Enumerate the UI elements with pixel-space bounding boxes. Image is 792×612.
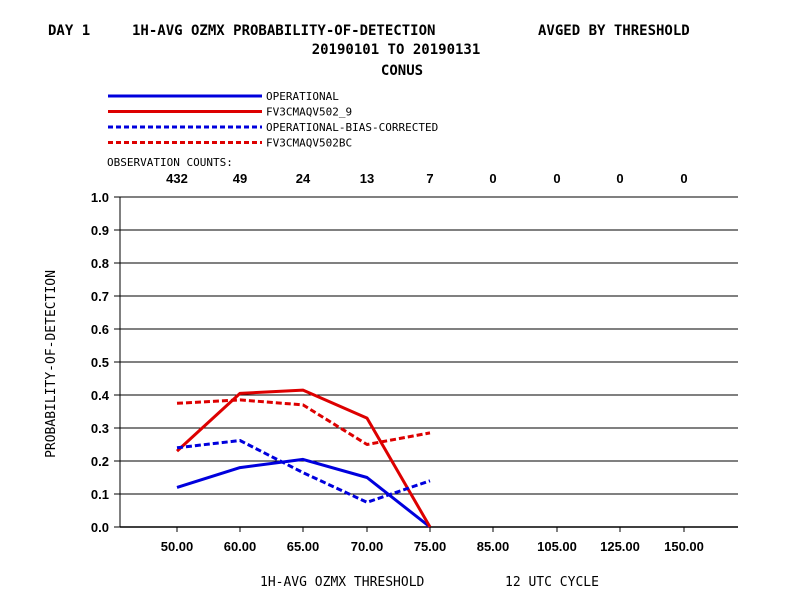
- obs-counts-label: OBSERVATION COUNTS:: [107, 156, 233, 169]
- obs-count: 0: [616, 171, 623, 186]
- obs-count: 7: [426, 171, 433, 186]
- y-tick-label: 0.8: [91, 256, 109, 271]
- series-lines: [175, 388, 432, 529]
- series-line-3: [176, 439, 431, 504]
- day-label: DAY 1: [48, 23, 90, 39]
- legend: OPERATIONAL FV3CMAQV502_9 OPERATIONAL-BIAS…: [108, 90, 438, 150]
- y-tick-label: 0.4: [91, 388, 110, 403]
- x-tick-label: 50.00: [161, 539, 194, 554]
- x-tick-labels: 50.00 60.00 65.00 70.00 75.00 85.00 105.00 125.…: [161, 539, 704, 554]
- obs-count: 49: [233, 171, 247, 186]
- x-tick-label: 105.00: [537, 539, 577, 554]
- y-tick-label: 1.0: [91, 190, 109, 205]
- y-tick-label: 0.6: [91, 322, 109, 337]
- x-tick-label: 60.00: [224, 539, 257, 554]
- series-line-4: [176, 398, 431, 446]
- y-tick-label: 0.3: [91, 421, 109, 436]
- y-axis-label: PROBABILITY-OF-DETECTION: [44, 270, 59, 458]
- y-tick-label: 0.7: [91, 289, 109, 304]
- obs-count: 24: [296, 171, 311, 186]
- x-axis-label: 1H-AVG OZMX THRESHOLD: [260, 575, 425, 590]
- grid: [114, 196, 738, 532]
- series-line-2: [175, 388, 432, 528]
- x-tick-label: 125.00: [600, 539, 640, 554]
- chart-title: 1H-AVG OZMX PROBABILITY-OF-DETECTION: [132, 23, 435, 39]
- y-tick-label: 0.9: [91, 223, 109, 238]
- region-label: CONUS: [381, 63, 423, 79]
- obs-counts: 432 49 24 13 7 0 0 0 0: [166, 171, 687, 186]
- obs-count: 432: [166, 171, 188, 186]
- legend-label: OPERATIONAL: [266, 90, 339, 103]
- x-tick-label: 65.00: [287, 539, 320, 554]
- y-tick-label: 0.5: [91, 355, 109, 370]
- series-line-1: [176, 457, 431, 529]
- x-tick-label: 85.00: [477, 539, 510, 554]
- obs-count: 13: [360, 171, 374, 186]
- obs-count: 0: [489, 171, 496, 186]
- cycle-label: 12 UTC CYCLE: [505, 575, 599, 590]
- obs-count: 0: [553, 171, 560, 186]
- legend-label: OPERATIONAL-BIAS-CORRECTED: [266, 121, 438, 134]
- legend-label: FV3CMAQV502BC: [266, 137, 352, 150]
- obs-count: 0: [680, 171, 687, 186]
- x-tick-label: 75.00: [414, 539, 447, 554]
- date-range: 20190101 TO 20190131: [312, 42, 481, 58]
- x-tick-label: 150.00: [664, 539, 704, 554]
- y-tick-label: 0.0: [91, 520, 109, 535]
- y-tick-label: 0.1: [91, 487, 109, 502]
- averaging-label: AVGED BY THRESHOLD: [538, 23, 690, 39]
- legend-label: FV3CMAQV502_9: [266, 106, 352, 119]
- y-tick-labels: 0.0 0.1 0.2 0.3 0.4 0.5 0.6 0.7 0.8 0.9 1.0: [91, 190, 110, 535]
- x-tick-label: 70.00: [351, 539, 384, 554]
- y-tick-label: 0.2: [91, 454, 109, 469]
